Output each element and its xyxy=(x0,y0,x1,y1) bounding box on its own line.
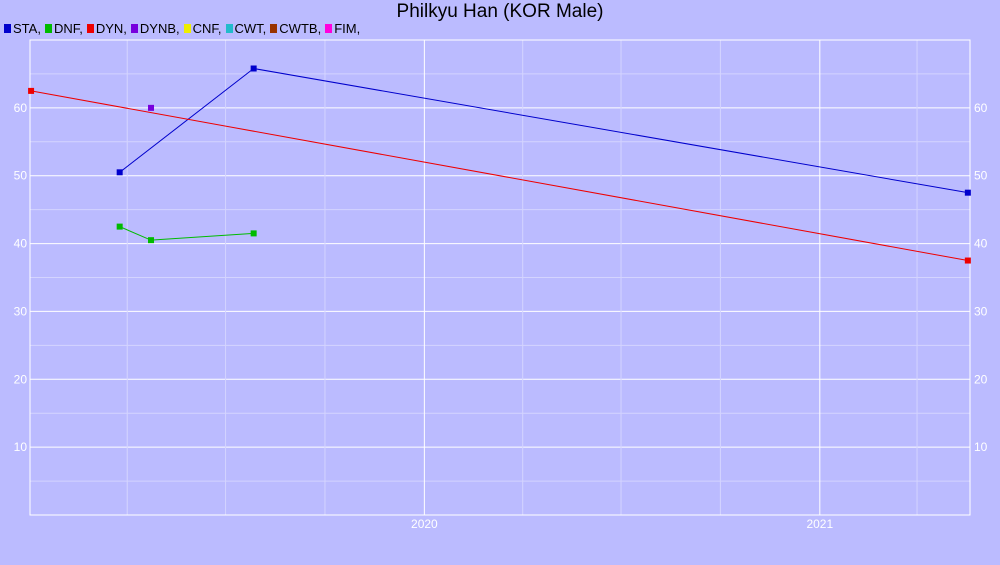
y-tick-label-left: 40 xyxy=(14,237,28,251)
legend-label: CWTB, xyxy=(279,21,322,36)
y-tick-label-right: 10 xyxy=(974,440,988,454)
legend-item-dnf: DNF, xyxy=(44,21,83,36)
series-line-dyn xyxy=(30,90,968,262)
legend-swatch xyxy=(225,24,233,33)
legend-swatch xyxy=(183,24,191,33)
y-tick-label-left: 20 xyxy=(14,372,28,386)
legend-swatch xyxy=(325,24,333,33)
data-point-sta xyxy=(964,189,971,196)
data-point-dyn xyxy=(28,87,35,94)
data-point-dnf xyxy=(116,223,123,230)
legend-item-cnf: CNF, xyxy=(183,21,222,36)
legend-label: DNF, xyxy=(53,21,83,36)
x-tick-label: 2021 xyxy=(806,517,833,531)
data-point-dyn xyxy=(964,257,971,264)
legend-swatch xyxy=(86,24,94,33)
legend-label: FIM, xyxy=(334,21,361,36)
data-point-dnf xyxy=(148,237,155,244)
legend-label: DYNB, xyxy=(139,21,180,36)
series-line-sta xyxy=(119,67,968,194)
legend-label: STA, xyxy=(13,21,41,36)
legend-item-dynb: DYNB, xyxy=(130,21,180,36)
legend-label: DYN, xyxy=(95,21,127,36)
y-tick-label-right: 20 xyxy=(974,372,988,386)
y-tick-label-right: 30 xyxy=(974,304,988,318)
y-tick-label-right: 40 xyxy=(974,237,988,251)
y-tick-label-right: 60 xyxy=(974,101,988,115)
chart-title: Philkyu Han (KOR Male) xyxy=(396,1,604,22)
legend: STA, DNF, DYN, DYNB, CNF, CWT, CWTB, FIM, xyxy=(4,21,364,36)
data-point-sta xyxy=(250,65,257,72)
y-tick-label-left: 50 xyxy=(14,169,28,183)
data-point-dnf xyxy=(250,230,257,237)
legend-item-sta: STA, xyxy=(4,21,41,36)
x-tick-label: 2020 xyxy=(411,517,438,531)
legend-item-cwt: CWT, xyxy=(225,21,267,36)
data-point-sta xyxy=(116,169,123,176)
legend-item-fim: FIM, xyxy=(325,21,360,36)
data-point-dynb xyxy=(148,104,155,111)
legend-label: CNF, xyxy=(192,21,222,36)
y-tick-label-left: 10 xyxy=(14,440,28,454)
y-tick-label-left: 60 xyxy=(14,101,28,115)
legend-swatch xyxy=(4,24,11,33)
legend-swatch xyxy=(130,24,138,33)
series-line-dnf xyxy=(119,226,254,241)
y-tick-label-left: 30 xyxy=(14,304,28,318)
legend-swatch xyxy=(44,24,52,33)
y-tick-label-right: 50 xyxy=(974,169,988,183)
legend-item-cwtb: CWTB, xyxy=(270,21,321,36)
legend-label: CWT, xyxy=(234,21,267,36)
plot-border xyxy=(29,39,971,516)
legend-item-dyn: DYN, xyxy=(86,21,127,36)
legend-swatch xyxy=(270,24,278,33)
